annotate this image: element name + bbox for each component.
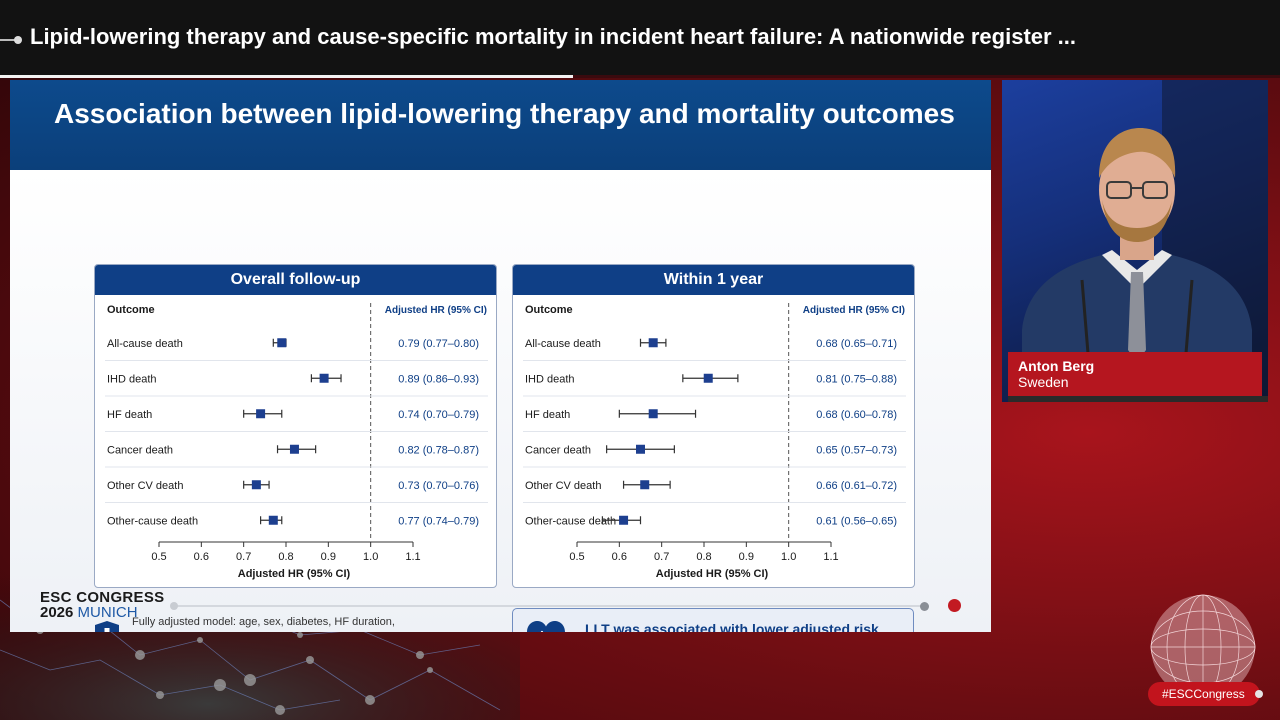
x-tick-label: 0.6: [194, 551, 209, 563]
x-axis-label: Adjusted HR (95% CI): [656, 568, 769, 580]
slide-header: Association between lipid-lowering thera…: [10, 80, 991, 170]
hashtag-dot-icon: [1255, 690, 1263, 698]
hr-value: 0.89 (0.86–0.93): [398, 373, 479, 385]
hr-value: 0.65 (0.57–0.73): [816, 444, 897, 456]
x-tick-label: 0.9: [739, 551, 754, 563]
hr-value: 0.61 (0.56–0.65): [816, 515, 897, 527]
x-tick-label: 1.0: [781, 551, 796, 563]
x-tick-label: 0.5: [151, 551, 166, 563]
hr-point: [703, 373, 713, 383]
hr-value: 0.81 (0.75–0.88): [816, 373, 897, 385]
hr-point: [277, 338, 287, 348]
speaker-video: [1002, 80, 1268, 402]
slide-nav-start-dot[interactable]: [170, 602, 178, 610]
esc-congress-logo: ESC CONGRESS 2026 MUNICH: [40, 590, 164, 620]
hr-value: 0.82 (0.78–0.87): [398, 444, 479, 456]
outcome-header: Outcome: [525, 304, 573, 316]
hr-point: [619, 515, 629, 525]
hr-value: 0.66 (0.61–0.72): [816, 480, 897, 492]
x-tick-label: 0.6: [612, 551, 627, 563]
x-tick-label: 0.9: [321, 551, 336, 563]
presentation-slide: Association between lipid-lowering thera…: [10, 80, 991, 632]
key-finding-text: LLT was associated with lower adjusted r…: [585, 621, 879, 632]
forest-panel-1-year: Within 1 year Outcome Adjusted HR (95% CI…: [512, 264, 915, 588]
hr-header: Adjusted HR (95% CI): [803, 305, 905, 316]
hr-value: 0.68 (0.60–0.78): [816, 409, 897, 421]
outcome-label: IHD death: [107, 373, 157, 385]
hr-point: [636, 444, 645, 454]
x-tick-label: 0.5: [569, 551, 584, 563]
slide-nav-track[interactable]: [174, 605, 924, 607]
forest-plot-overall: Outcome Adjusted HR (95% CI) All-cause dea…: [105, 303, 488, 580]
x-tick-label: 0.8: [278, 551, 293, 563]
heart-pulse-icon: [527, 621, 565, 632]
panel-title: Overall follow-up: [95, 265, 496, 295]
x-axis-label: Adjusted HR (95% CI): [238, 568, 351, 580]
outcome-label: Other CV death: [525, 480, 601, 492]
hr-point: [251, 480, 261, 490]
logo-line1: ESC CONGRESS: [40, 589, 165, 606]
speaker-nameplate: Anton Berg Sweden: [1008, 352, 1262, 396]
panel-title: Within 1 year: [513, 265, 914, 295]
outcome-label: Other-cause death: [525, 515, 616, 527]
key-finding-callout: LLT was associated with lower adjusted r…: [512, 608, 914, 632]
nameplate-underline: [1008, 396, 1268, 402]
hashtag-badge: #ESCCongress: [1148, 682, 1260, 706]
logo-city: MUNICH: [77, 604, 138, 621]
outcome-label: All-cause death: [525, 338, 601, 350]
x-tick-label: 1.1: [823, 551, 838, 563]
hr-point: [640, 480, 650, 490]
x-tick-label: 0.7: [654, 551, 669, 563]
video-progress-bar[interactable]: [0, 75, 1280, 78]
outcome-label: IHD death: [525, 373, 575, 385]
session-title-bar: Lipid-lowering therapy and cause-specifi…: [0, 0, 1280, 78]
speaker-name: Anton Berg: [1018, 358, 1095, 374]
hr-value: 0.79 (0.77–0.80): [398, 338, 479, 350]
outcome-label: HF death: [525, 409, 570, 421]
hr-value: 0.77 (0.74–0.79): [398, 515, 479, 527]
outcome-label: All-cause death: [107, 338, 183, 350]
outcome-header: Outcome: [107, 304, 155, 316]
speaker-country: Sweden: [1018, 374, 1069, 390]
hr-point: [268, 515, 278, 525]
slide-title: Association between lipid-lowering thera…: [54, 98, 955, 129]
x-tick-label: 1.0: [363, 551, 378, 563]
session-title: Lipid-lowering therapy and cause-specifi…: [30, 24, 1077, 49]
hr-value: 0.68 (0.65–0.71): [816, 338, 897, 350]
outcome-label: Other-cause death: [107, 515, 198, 527]
forest-panel-overall: Overall follow-up Outcome Adjusted HR (95…: [94, 264, 497, 588]
outcome-label: HF death: [107, 409, 152, 421]
topbar-bullet-icon: [0, 36, 22, 44]
hr-value: 0.74 (0.70–0.79): [398, 409, 479, 421]
slide-navigation: [170, 599, 970, 613]
outcome-label: Cancer death: [525, 444, 591, 456]
x-tick-label: 1.1: [405, 551, 420, 563]
outcome-label: Other CV death: [107, 480, 183, 492]
x-tick-label: 0.7: [236, 551, 251, 563]
hr-point: [256, 409, 266, 419]
hr-point: [648, 409, 658, 419]
shield-plus-icon: [95, 621, 119, 632]
slide-nav-dot[interactable]: [920, 602, 929, 611]
hr-value: 0.73 (0.70–0.76): [398, 480, 479, 492]
model-footnote: Fully adjusted model: age, sex, diabetes…: [132, 616, 395, 628]
hr-point: [319, 373, 329, 383]
x-tick-label: 0.8: [696, 551, 711, 563]
slide-nav-current-dot[interactable]: [948, 599, 961, 612]
hr-point: [648, 338, 658, 348]
hr-point: [289, 444, 299, 454]
forest-plot-1-year: Outcome Adjusted HR (95% CI) All-cause dea…: [523, 303, 906, 580]
logo-year: 2026: [40, 604, 74, 621]
slide-body: Overall follow-up Outcome Adjusted HR (95…: [10, 170, 991, 632]
hr-header: Adjusted HR (95% CI): [385, 305, 487, 316]
outcome-label: Cancer death: [107, 444, 173, 456]
video-progress-fill: [0, 75, 574, 78]
